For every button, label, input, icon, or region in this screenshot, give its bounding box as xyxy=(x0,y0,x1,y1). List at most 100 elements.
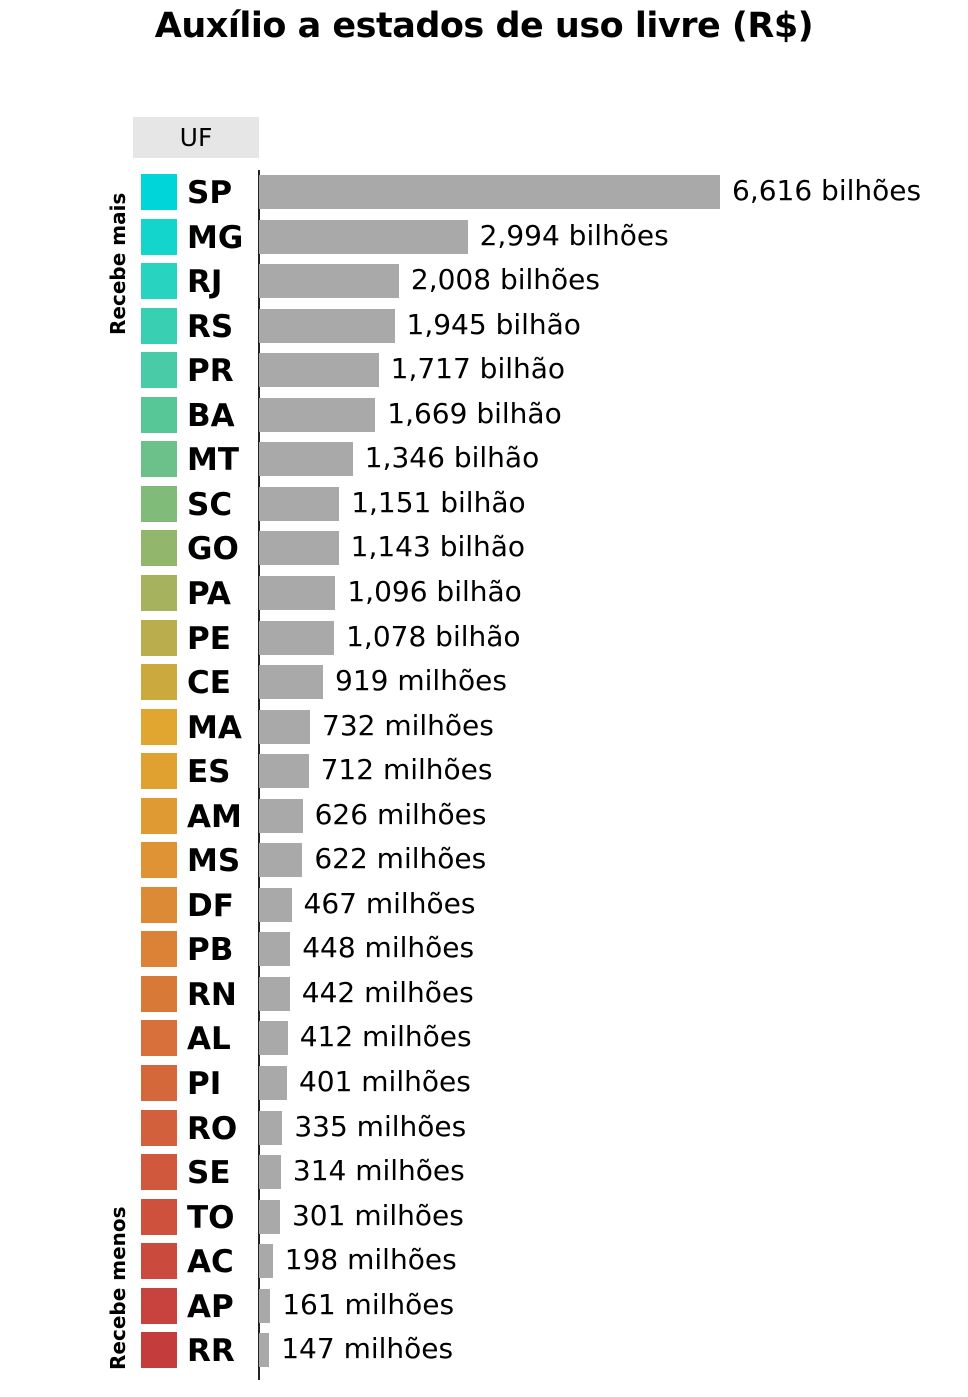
bar-row-ma: MA 732 milhões xyxy=(0,706,968,750)
value-label-to: 301 milhões xyxy=(291,1198,464,1232)
bar-row-go: GO 1,143 bilhão xyxy=(0,527,968,571)
value-label-sc: 1,151 bilhão xyxy=(351,485,526,519)
uf-label-ba: BA xyxy=(187,397,235,434)
color-swatch-pr xyxy=(141,352,177,389)
bar-sc xyxy=(259,486,340,521)
value-label-ce: 919 milhões xyxy=(335,664,507,698)
color-swatch-rr xyxy=(141,1332,177,1369)
bar-row-es: ES 712 milhões xyxy=(0,750,968,794)
value-label-al: 412 milhões xyxy=(299,1020,472,1054)
bar-se xyxy=(259,1155,281,1190)
uf-label-rj: RJ xyxy=(187,264,223,301)
bar-row-rr: RR 147 milhões xyxy=(0,1329,968,1373)
bar-df xyxy=(259,887,292,922)
bar-row-ba: BA 1,669 bilhão xyxy=(0,394,968,438)
bar-ce xyxy=(259,665,324,700)
color-swatch-rs xyxy=(141,307,177,344)
bar-rj xyxy=(259,264,399,299)
uf-label-rs: RS xyxy=(187,308,234,345)
color-swatch-rj xyxy=(141,263,177,300)
color-swatch-pe xyxy=(141,619,177,656)
bar-pb xyxy=(259,932,291,967)
value-label-mt: 1,346 bilhão xyxy=(364,441,540,475)
bar-row-pr: PR 1,717 bilhão xyxy=(0,349,968,393)
bar-row-am: AM 626 milhões xyxy=(0,795,968,839)
bar-sp xyxy=(259,175,720,209)
bar-row-pa: PA 1,096 bilhão xyxy=(0,572,968,616)
uf-label-pe: PE xyxy=(187,620,231,657)
value-label-df: 467 milhões xyxy=(303,886,476,920)
uf-label-ap: AP xyxy=(187,1288,234,1325)
value-label-se: 314 milhões xyxy=(292,1154,465,1188)
bar-go xyxy=(259,531,339,566)
uf-label-al: AL xyxy=(187,1021,231,1058)
value-label-go: 1,143 bilhão xyxy=(350,530,526,564)
value-label-pb: 448 milhões xyxy=(302,931,475,965)
bar-pa xyxy=(259,575,336,610)
bar-mt xyxy=(259,442,353,477)
bar-ac xyxy=(259,1244,273,1279)
uf-label-ms: MS xyxy=(187,843,241,880)
value-label-rn: 442 milhões xyxy=(301,975,474,1009)
bar-row-ac: AC 198 milhões xyxy=(0,1240,968,1284)
bar-row-pb: PB 448 milhões xyxy=(0,928,968,972)
uf-label-ma: MA xyxy=(187,709,242,746)
bar-row-ap: AP 161 milhões xyxy=(0,1285,968,1329)
bar-row-rs: RS 1,945 bilhão xyxy=(0,305,968,349)
uf-label-ac: AC xyxy=(187,1244,234,1281)
bar-row-df: DF 467 milhões xyxy=(0,884,968,928)
bar-ap xyxy=(259,1288,271,1323)
uf-label-mg: MG xyxy=(187,219,244,256)
color-swatch-ap xyxy=(141,1287,177,1324)
color-swatch-al xyxy=(141,1020,177,1057)
uf-label-rn: RN xyxy=(187,976,237,1013)
uf-column-header: UF xyxy=(133,117,259,158)
bar-row-ms: MS 622 milhões xyxy=(0,839,968,883)
baseline-axis xyxy=(258,170,260,1380)
bar-pe xyxy=(259,620,335,655)
value-label-pi: 401 milhões xyxy=(298,1065,471,1098)
bar-row-pe: PE 1,078 bilhão xyxy=(0,617,968,661)
bar-row-rn: RN 442 milhões xyxy=(0,973,968,1017)
color-swatch-go xyxy=(141,530,177,567)
bar-row-mt: MT 1,346 bilhão xyxy=(0,438,968,482)
color-swatch-se xyxy=(141,1154,177,1191)
uf-label-to: TO xyxy=(187,1199,235,1236)
value-label-pe: 1,078 bilhão xyxy=(346,619,521,653)
uf-label-ce: CE xyxy=(187,665,231,702)
color-swatch-mt xyxy=(141,441,177,478)
bar-rn xyxy=(259,976,290,1011)
bar-row-sc: SC 1,151 bilhão xyxy=(0,483,968,527)
bar-row-sp: SP 6,616 bilhões xyxy=(0,171,968,215)
bar-ro xyxy=(259,1110,283,1145)
bar-row-al: AL 412 milhões xyxy=(0,1017,968,1061)
value-label-sp: 6,616 bilhões xyxy=(732,174,922,207)
value-label-pa: 1,096 bilhão xyxy=(347,574,522,608)
uf-label-df: DF xyxy=(187,887,234,924)
color-swatch-pi xyxy=(141,1065,177,1101)
uf-label-se: SE xyxy=(187,1155,231,1192)
color-swatch-am xyxy=(141,797,177,834)
bar-ba xyxy=(259,397,376,432)
value-label-ma: 732 milhões xyxy=(322,708,494,742)
uf-label-go: GO xyxy=(187,531,239,568)
bar-am xyxy=(259,798,303,833)
bar-ma xyxy=(259,709,310,744)
value-label-am: 626 milhões xyxy=(314,797,487,831)
uf-label-mt: MT xyxy=(187,442,239,479)
bar-pr xyxy=(259,353,379,388)
color-swatch-ac xyxy=(141,1243,177,1280)
bar-mg xyxy=(259,219,468,254)
uf-label-rr: RR xyxy=(187,1333,235,1370)
uf-label-pa: PA xyxy=(187,575,231,612)
bar-es xyxy=(259,754,309,789)
color-swatch-ro xyxy=(141,1109,177,1146)
uf-label-pr: PR xyxy=(187,353,234,390)
value-label-pr: 1,717 bilhão xyxy=(390,352,566,386)
bar-row-rj: RJ 2,008 bilhões xyxy=(0,260,968,304)
chart-title: Auxílio a estados de uso livre (R$) xyxy=(154,6,814,46)
color-swatch-to xyxy=(141,1198,177,1235)
value-label-ap: 161 milhões xyxy=(282,1287,455,1321)
color-swatch-pa xyxy=(141,574,177,611)
color-swatch-sc xyxy=(141,485,177,522)
